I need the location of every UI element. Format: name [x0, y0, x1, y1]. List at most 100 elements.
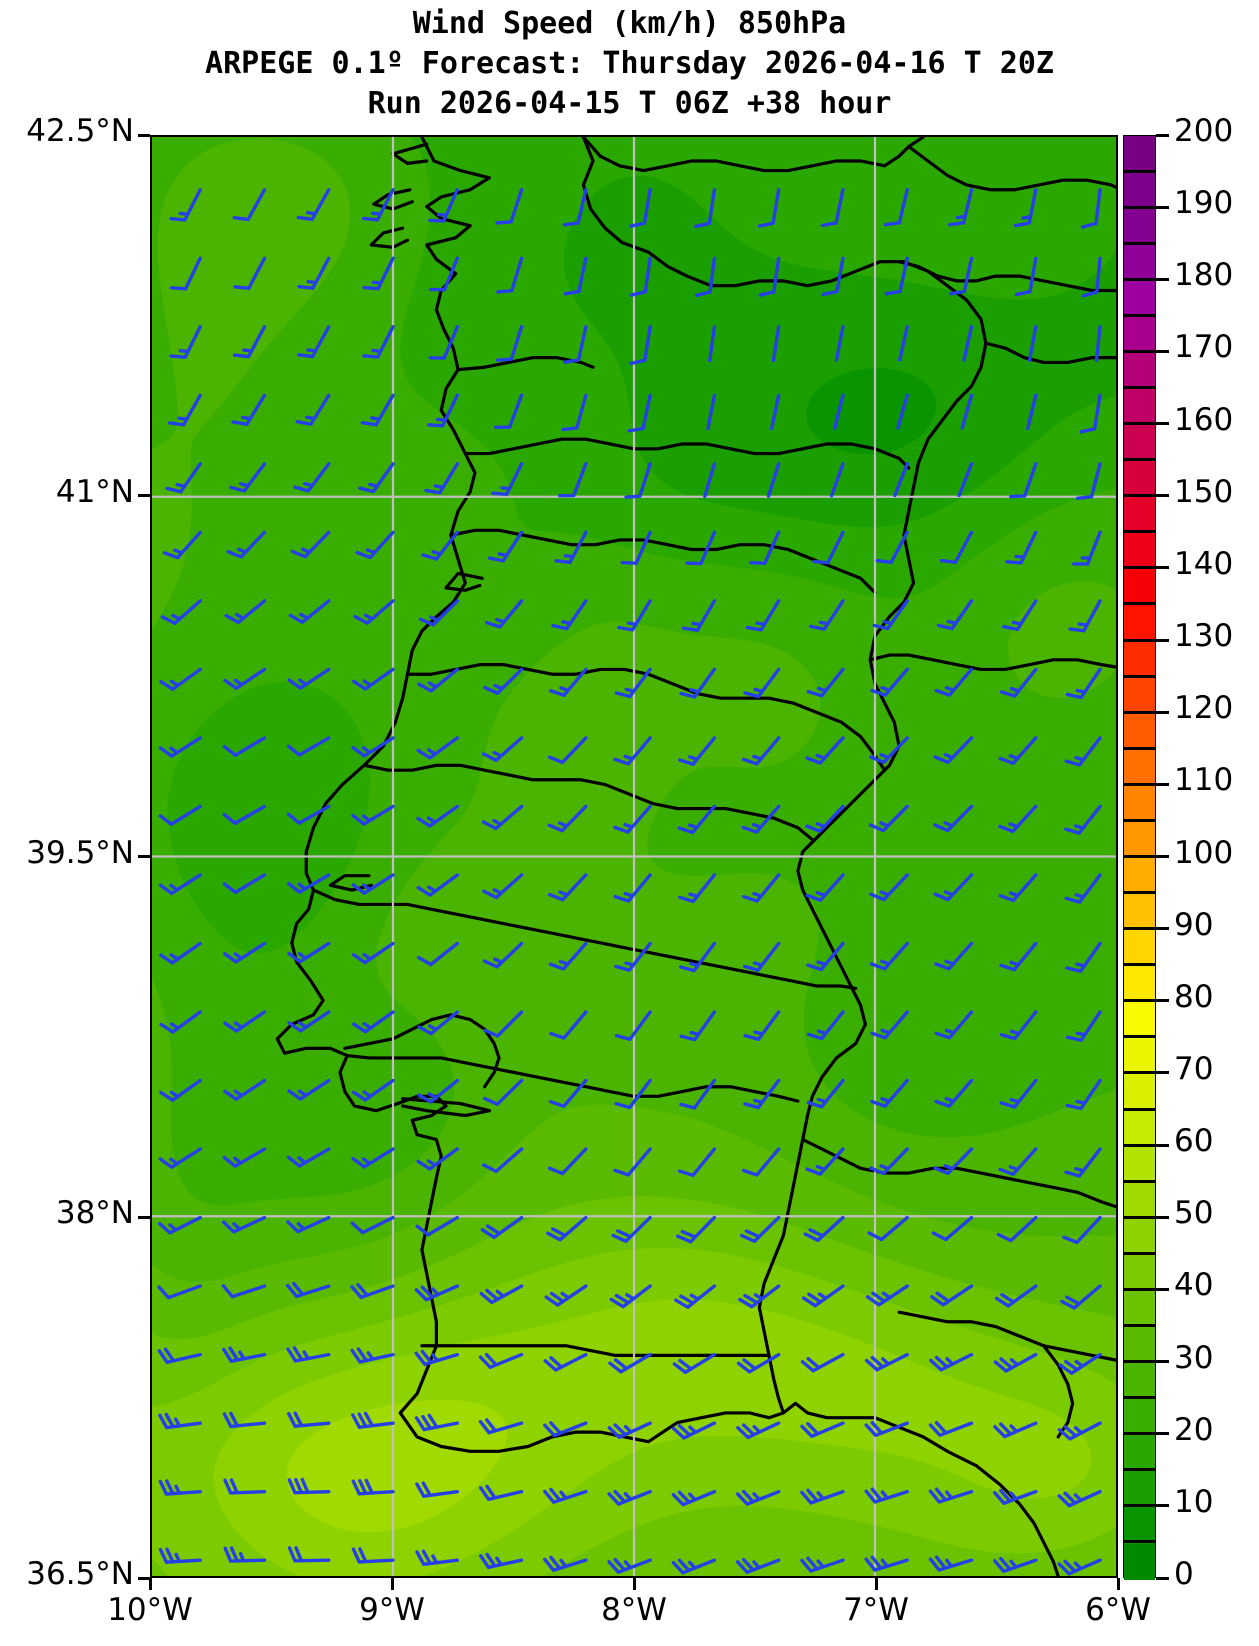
colorbar-tick-label: 160 [1174, 402, 1233, 438]
colorbar-band [1124, 1074, 1155, 1111]
x-axis-tick-label: 10°W [70, 1592, 230, 1628]
colorbar-band [1124, 172, 1155, 209]
colorbar-tick-mark [1156, 134, 1169, 137]
colorbar-tick-mark [1156, 639, 1169, 642]
colorbar-tick-label: 100 [1174, 835, 1233, 871]
colorbar-tick-mark [1156, 494, 1169, 497]
colorbar-tick-label: 70 [1174, 1051, 1213, 1087]
colorbar-band-separator [1123, 891, 1156, 894]
colorbar-band-separator [1123, 747, 1156, 750]
colorbar-tick-label: 20 [1174, 1412, 1213, 1448]
colorbar-band-separator [1123, 242, 1156, 245]
colorbar-band-separator [1123, 963, 1156, 966]
colorbar-tick-mark [1156, 1288, 1169, 1291]
colorbar-band [1124, 1038, 1155, 1075]
colorbar-band-separator [1123, 278, 1156, 281]
colorbar-tick-label: 130 [1174, 618, 1233, 654]
colorbar-tick-mark [1156, 566, 1169, 569]
colorbar-band-separator [1123, 1396, 1156, 1399]
colorbar-band-separator [1123, 1504, 1156, 1507]
colorbar-band [1124, 1543, 1155, 1580]
colorbar-tick-mark [1156, 206, 1169, 209]
colorbar-band [1124, 858, 1155, 895]
x-tick-mark [1117, 1578, 1120, 1590]
x-axis-tick-label: 7°W [796, 1592, 956, 1628]
colorbar-band-separator [1123, 170, 1156, 173]
y-tick-mark [138, 494, 150, 497]
y-axis-tick-label: 42.5°N [26, 113, 134, 149]
colorbar-band-separator [1123, 1360, 1156, 1363]
colorbar-band [1124, 569, 1155, 606]
figure-subtitle-forecast: ARPEGE 0.1º Forecast: Thursday 2026-04-1… [0, 44, 1259, 84]
y-tick-mark [138, 134, 150, 137]
colorbar-band [1124, 966, 1155, 1003]
y-axis-tick-label: 41°N [56, 474, 134, 510]
colorbar-band-separator [1123, 999, 1156, 1002]
colorbar-tick-mark [1156, 1577, 1169, 1580]
y-axis-tick-label: 36.5°N [26, 1556, 134, 1592]
colorbar-band-separator [1123, 602, 1156, 605]
figure-subtitle-run: Run 2026-04-15 T 06Z +38 hour [0, 84, 1259, 124]
colorbar-band [1124, 389, 1155, 426]
colorbar-band-separator [1123, 783, 1156, 786]
colorbar-band-separator [1123, 1180, 1156, 1183]
y-axis-tick-label: 38°N [56, 1195, 134, 1231]
colorbar-band [1124, 1002, 1155, 1039]
colorbar-tick-mark [1156, 278, 1169, 281]
colorbar-tick-mark [1156, 999, 1169, 1002]
colorbar-band [1124, 1218, 1155, 1255]
colorbar-tick-label: 120 [1174, 690, 1233, 726]
colorbar-tick-label: 140 [1174, 546, 1233, 582]
colorbar-band [1124, 605, 1155, 642]
colorbar-band-separator [1123, 566, 1156, 569]
colorbar-tick-label: 150 [1174, 474, 1233, 510]
colorbar-band [1124, 461, 1155, 498]
colorbar-band [1124, 425, 1155, 462]
colorbar-band-separator [1123, 350, 1156, 353]
colorbar-band [1124, 1110, 1155, 1147]
colorbar-tick-mark [1156, 711, 1169, 714]
colorbar-band-separator [1123, 819, 1156, 822]
colorbar-band [1124, 785, 1155, 822]
colorbar-tick-label: 80 [1174, 979, 1213, 1015]
colorbar-band [1124, 713, 1155, 750]
colorbar-tick-label: 60 [1174, 1123, 1213, 1159]
colorbar-tick-mark [1156, 422, 1169, 425]
colorbar-band-separator [1123, 314, 1156, 317]
colorbar-band [1124, 1182, 1155, 1219]
x-axis-tick-label: 8°W [554, 1592, 714, 1628]
colorbar-band-separator [1123, 206, 1156, 209]
colorbar-band [1124, 1326, 1155, 1363]
colorbar-band-separator [1123, 1252, 1156, 1255]
map-canvas [152, 137, 1116, 1576]
colorbar-tick-label: 0 [1174, 1556, 1194, 1592]
colorbar-band-separator [1123, 1324, 1156, 1327]
colorbar-band-separator [1123, 639, 1156, 642]
colorbar-band-separator [1123, 1468, 1156, 1471]
colorbar-tick-mark [1156, 1216, 1169, 1219]
colorbar-tick-label: 90 [1174, 907, 1213, 943]
x-tick-mark [391, 1578, 394, 1590]
colorbar-band [1124, 1290, 1155, 1327]
colorbar-tick-mark [1156, 1071, 1169, 1074]
colorbar-band-separator [1123, 711, 1156, 714]
colorbar-band [1124, 641, 1155, 678]
colorbar-tick-mark [1156, 1360, 1169, 1363]
colorbar-band-separator [1123, 422, 1156, 425]
colorbar-tick-label: 40 [1174, 1267, 1213, 1303]
colorbar-band-separator [1123, 1144, 1156, 1147]
colorbar-band-separator [1123, 1288, 1156, 1291]
colorbar-band-separator [1123, 494, 1156, 497]
colorbar-band [1124, 1146, 1155, 1183]
colorbar-tick-label: 170 [1174, 329, 1233, 365]
colorbar-band-separator [1123, 1432, 1156, 1435]
colorbar-band [1124, 1363, 1155, 1400]
colorbar-band [1124, 244, 1155, 281]
colorbar-band-separator [1123, 458, 1156, 461]
colorbar-tick-mark [1156, 1144, 1169, 1147]
colorbar-band [1124, 208, 1155, 245]
colorbar-band [1124, 749, 1155, 786]
colorbar-band [1124, 316, 1155, 353]
x-axis-tick-label: 6°W [1038, 1592, 1198, 1628]
